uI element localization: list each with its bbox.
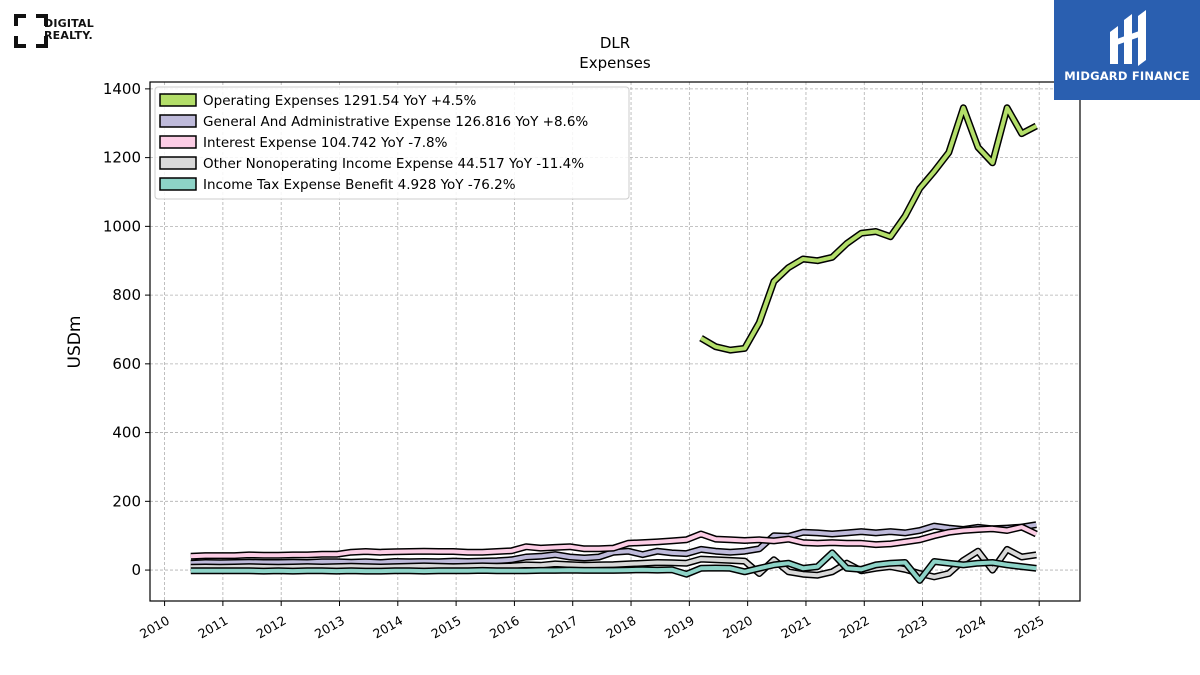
x-tick-label: 2016 bbox=[487, 613, 522, 642]
y-tick-label: 0 bbox=[131, 561, 141, 579]
y-tick-label: 1200 bbox=[103, 149, 141, 167]
series-0 bbox=[699, 104, 1038, 354]
x-tick-label: 2015 bbox=[429, 613, 464, 642]
series-line bbox=[190, 547, 1037, 579]
brand-line-1: DIGITAL bbox=[44, 17, 94, 30]
y-axis-label: USDm bbox=[65, 316, 85, 369]
x-tick-label: 2010 bbox=[137, 613, 172, 642]
legend-entry: Interest Expense 104.742 YoY -7.8% bbox=[203, 135, 448, 151]
series-layer bbox=[190, 104, 1038, 584]
x-tick-label: 2024 bbox=[953, 613, 988, 642]
chart-subtitle: Expenses bbox=[579, 54, 651, 72]
legend-box bbox=[154, 86, 630, 200]
series-4 bbox=[190, 549, 1037, 584]
series-line-outline bbox=[699, 104, 1038, 354]
legend-entry: Income Tax Expense Benefit 4.928 YoY -76… bbox=[203, 177, 516, 193]
x-tick-label: 2011 bbox=[195, 613, 230, 642]
midgard-logo-icon bbox=[1110, 10, 1146, 66]
brand-name: DIGITAL REALTY. bbox=[44, 18, 94, 42]
series-line bbox=[190, 525, 1038, 559]
x-tick-label: 2018 bbox=[603, 613, 638, 642]
x-tick-label: 2022 bbox=[837, 613, 872, 642]
legend-entry: Other Nonoperating Income Expense 44.517… bbox=[203, 156, 584, 172]
x-tick-label: 2019 bbox=[662, 613, 697, 642]
x-tick-label: 2012 bbox=[254, 613, 289, 642]
bracket-logo-icon bbox=[14, 14, 48, 48]
y-tick-label: 400 bbox=[112, 424, 141, 442]
watermark-text: MIDGARD FINANCE bbox=[1064, 69, 1190, 83]
y-tick-label: 1400 bbox=[103, 80, 141, 98]
x-tick-label: 2017 bbox=[545, 613, 580, 642]
legend: Operating Expenses 1291.54 YoY +4.5% Gene… bbox=[154, 86, 630, 200]
y-tick-label: 600 bbox=[112, 355, 141, 373]
watermark-badge: MIDGARD FINANCE bbox=[1054, 0, 1200, 100]
series-3 bbox=[190, 545, 1037, 581]
x-axis: 2010 2011 2012 2013 2014 2015 2016 2017 2018 2019… bbox=[137, 601, 1047, 642]
x-tick-label: 2013 bbox=[312, 613, 347, 642]
x-tick-label: 2021 bbox=[778, 613, 813, 642]
legend-entry: General And Administrative Expense 126.8… bbox=[203, 114, 588, 130]
legend-swatch bbox=[159, 177, 197, 191]
series-line bbox=[699, 105, 1038, 353]
legend-swatch bbox=[159, 135, 197, 149]
series-1 bbox=[190, 521, 1037, 567]
legend-swatch bbox=[159, 156, 197, 170]
y-tick-label: 200 bbox=[112, 492, 141, 510]
series-line bbox=[190, 550, 1037, 583]
brand-line-2: REALTY. bbox=[44, 29, 93, 42]
y-tick-label: 800 bbox=[112, 286, 141, 304]
x-tick-label: 2020 bbox=[720, 613, 755, 642]
y-axis: 0 200 400 600 800 1000 1200 1400 bbox=[103, 80, 150, 579]
legend-swatch bbox=[159, 93, 197, 107]
legend-entry: Operating Expenses 1291.54 YoY +4.5% bbox=[203, 93, 477, 109]
plot-frame bbox=[149, 81, 1081, 602]
x-tick-label: 2025 bbox=[1012, 613, 1047, 642]
series-line bbox=[190, 522, 1037, 566]
series-2 bbox=[190, 523, 1038, 560]
legend-swatch bbox=[159, 114, 197, 128]
digital-realty-logo bbox=[14, 14, 134, 54]
y-tick-label: 1000 bbox=[103, 217, 141, 235]
x-tick-label: 2023 bbox=[895, 613, 930, 642]
x-tick-label: 2014 bbox=[370, 613, 405, 642]
chart-title: DLR bbox=[600, 34, 630, 52]
